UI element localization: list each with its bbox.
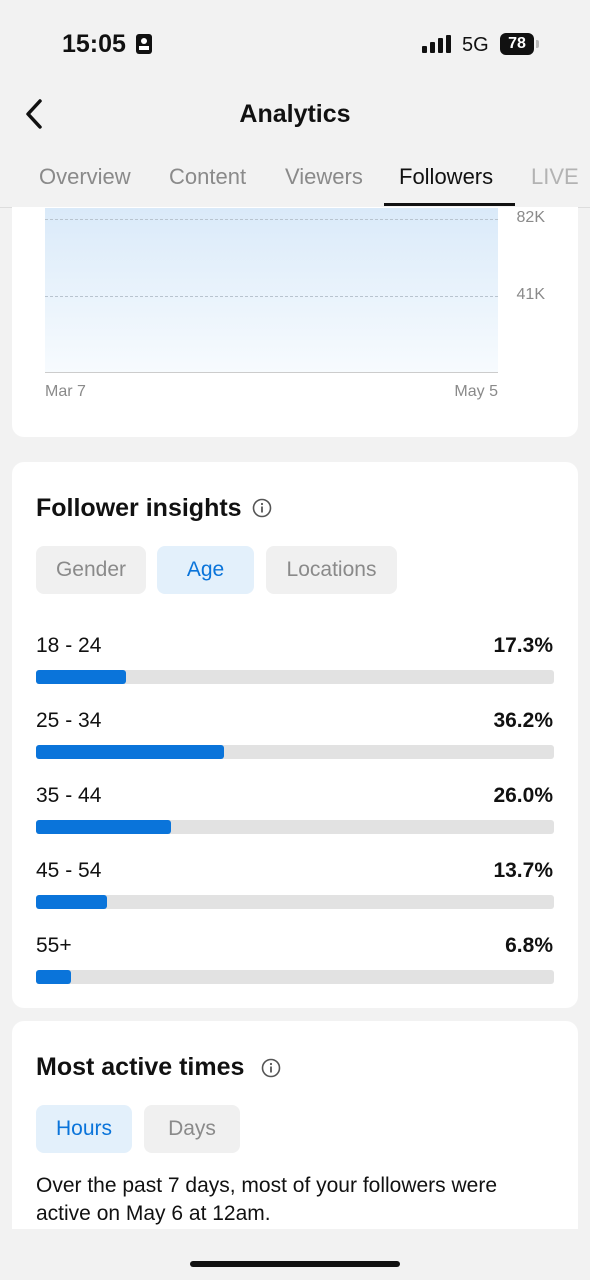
header-bg xyxy=(0,150,590,207)
tab[interactable]: LIVE xyxy=(531,164,579,189)
back-button[interactable] xyxy=(22,98,46,130)
filter-pill[interactable]: Locations xyxy=(266,546,397,594)
x-label: May 5 xyxy=(454,383,498,400)
filter-pill[interactable]: Hours xyxy=(36,1105,132,1153)
age-label: 45 - 54 xyxy=(36,859,102,882)
bar xyxy=(36,895,107,909)
age-label: 55+ xyxy=(36,934,72,957)
tab[interactable]: Followers xyxy=(399,164,494,189)
y-tick-label: 82K xyxy=(516,209,545,226)
status-time: 15:05 xyxy=(62,30,126,58)
bar-track xyxy=(36,895,554,909)
battery: 78 xyxy=(500,33,534,55)
age-percent: 13.7% xyxy=(493,859,553,882)
age-percent: 36.2% xyxy=(493,709,553,732)
area-fill xyxy=(45,208,498,372)
y-tick-label: 41K xyxy=(516,285,545,303)
age-percent: 17.3% xyxy=(493,634,553,657)
grid-line xyxy=(45,295,498,297)
network: 5G xyxy=(462,34,489,56)
age-percent: 26.0% xyxy=(493,784,553,807)
filter-pill[interactable]: Days xyxy=(144,1105,240,1153)
x-label: Mar 7 xyxy=(45,383,86,400)
info-icon[interactable] xyxy=(252,498,272,518)
filter-pill[interactable]: Age xyxy=(157,546,254,594)
age-label: 35 - 44 xyxy=(36,784,102,807)
section-title: Follower insights xyxy=(36,494,242,522)
age-percent: 6.8% xyxy=(505,934,553,957)
age-label: 25 - 34 xyxy=(36,709,102,732)
age-label: 18 - 24 xyxy=(36,634,102,657)
tab-underline xyxy=(384,203,515,206)
signal-icon xyxy=(422,35,451,53)
bar xyxy=(36,970,72,984)
bar-track xyxy=(36,670,554,684)
description: Over the past 7 days, most of your follo… xyxy=(36,1174,498,1225)
status-icon xyxy=(136,34,152,54)
section-title: Most active times xyxy=(36,1053,245,1081)
x-axis xyxy=(45,372,498,373)
tab[interactable]: Overview xyxy=(39,164,131,189)
bar xyxy=(36,670,126,684)
info-icon[interactable] xyxy=(261,1058,281,1078)
filter-pill[interactable]: Gender xyxy=(36,546,146,594)
insights-card xyxy=(12,462,578,1008)
grid-line xyxy=(45,219,498,220)
bar-track xyxy=(36,970,554,984)
home-indicator xyxy=(190,1261,400,1267)
bar xyxy=(36,745,224,759)
tab[interactable]: Viewers xyxy=(285,164,363,189)
battery-tip xyxy=(536,40,539,48)
tab[interactable]: Content xyxy=(169,164,247,189)
page-title: Analytics xyxy=(239,100,351,128)
bar xyxy=(36,820,171,834)
battery-level: 78 xyxy=(508,35,526,52)
